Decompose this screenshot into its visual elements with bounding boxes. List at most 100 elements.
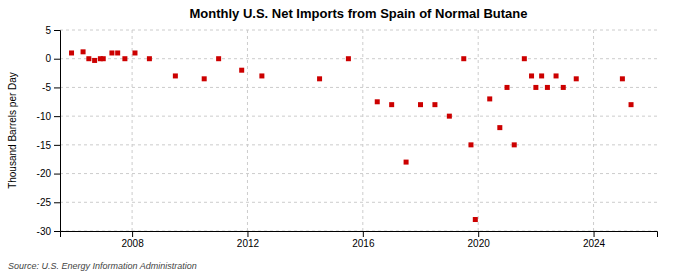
y-axis-label: Thousand Barrels per Day (7, 72, 18, 189)
tick-mark (132, 231, 133, 237)
tick: 2008 (121, 231, 144, 249)
axis-line (61, 232, 658, 238)
tick-mark (54, 116, 60, 117)
grid-line-y (60, 116, 657, 117)
point (533, 85, 538, 90)
point (216, 56, 221, 61)
point (109, 50, 114, 55)
point (432, 102, 437, 107)
axis-line (54, 31, 61, 232)
tick-mark (54, 87, 60, 88)
grid (60, 30, 657, 231)
tick: 2016 (352, 231, 375, 249)
tick-label: -10 (37, 111, 52, 122)
point (545, 85, 550, 90)
point (629, 102, 634, 107)
grid-line-y (60, 173, 657, 174)
grid-line-y (60, 144, 657, 145)
tick-label: 2024 (583, 238, 606, 249)
point (115, 50, 120, 55)
point (487, 96, 492, 101)
tick: 2020 (468, 231, 491, 249)
point (259, 73, 264, 78)
tick: 2024 (583, 231, 606, 249)
point (620, 76, 625, 81)
point (173, 73, 178, 78)
tick-label: 5 (45, 25, 51, 36)
tick: 2012 (237, 231, 260, 249)
tick-label: 2020 (468, 238, 491, 249)
point (468, 142, 473, 147)
grid-line-y (60, 87, 657, 88)
point (561, 85, 566, 90)
tick-label: -5 (42, 82, 51, 93)
point (101, 56, 106, 61)
tick: 0 (45, 53, 60, 64)
tick: 5 (45, 25, 60, 36)
point (389, 102, 394, 107)
tick-mark (478, 231, 479, 237)
tick-mark (54, 30, 60, 31)
tick-label: -25 (37, 197, 52, 208)
point (346, 56, 351, 61)
point (512, 142, 517, 147)
tick-mark (594, 231, 595, 237)
grid-line-x (247, 30, 248, 231)
point (529, 73, 534, 78)
tick-mark (54, 202, 60, 203)
grid-line-x (593, 30, 594, 231)
point (497, 125, 502, 130)
title: Monthly U.S. Net Imports from Spain of N… (189, 6, 527, 21)
tick: -5 (42, 82, 60, 93)
tick-label: 0 (45, 53, 51, 64)
tick-label: 2016 (352, 238, 375, 249)
point (86, 56, 91, 61)
tick: -20 (37, 168, 60, 179)
point (447, 114, 452, 119)
tick: -30 (37, 226, 60, 237)
grid-line-y (60, 30, 657, 31)
tick-mark (54, 174, 60, 175)
tick-mark (54, 231, 60, 232)
tick: -10 (37, 111, 60, 122)
tick-mark (363, 231, 364, 237)
tick-label: 2012 (237, 238, 260, 249)
tick-mark (247, 231, 248, 237)
point (473, 217, 478, 222)
point (92, 58, 97, 63)
grid-line-x (362, 30, 363, 231)
point (404, 160, 409, 165)
point (539, 73, 544, 78)
tick: -25 (37, 197, 60, 208)
x-axis: 2008 2012 2016 2020 2024 (61, 231, 658, 249)
points (69, 49, 634, 222)
chart: 2008 2012 2016 2020 2024 5 0 -5 -10 -15 -20 -25 -30 M… (0, 0, 675, 275)
point (554, 73, 559, 78)
tick-label: -30 (37, 226, 52, 237)
y-axis: 5 0 -5 -10 -15 -20 -25 -30 (37, 25, 61, 237)
point (132, 50, 137, 55)
tick-label: 2008 (121, 238, 144, 249)
point (202, 76, 207, 81)
point (317, 76, 322, 81)
tick: -15 (37, 140, 60, 151)
tick-mark (54, 145, 60, 146)
grid-line-y (60, 202, 657, 203)
source: Source: U.S. Energy Information Administ… (8, 261, 197, 271)
point (418, 102, 423, 107)
point (461, 56, 466, 61)
point (69, 50, 74, 55)
grid-line-x (132, 30, 133, 231)
point (122, 56, 127, 61)
point (81, 49, 86, 54)
tick-label: -20 (37, 168, 52, 179)
point (522, 56, 527, 61)
point (147, 56, 152, 61)
point (375, 99, 380, 104)
point (239, 68, 244, 73)
tick-mark (54, 59, 60, 60)
point (574, 76, 579, 81)
point (505, 85, 510, 90)
tick-label: -15 (37, 140, 52, 151)
grid-line-x (478, 30, 479, 231)
